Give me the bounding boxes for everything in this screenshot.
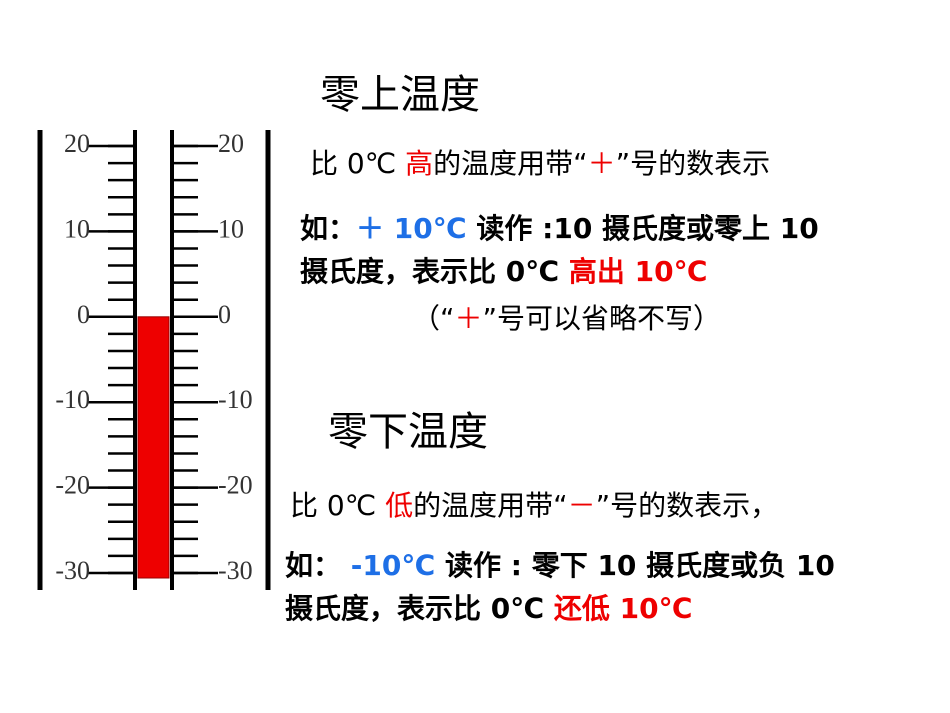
- text: 读作 :10 摄氏度或零上 10: [466, 212, 819, 245]
- text: ＋: [454, 302, 483, 335]
- text: ＋ 10℃: [356, 212, 467, 245]
- thermometer: 20 20 10 10 0 0 -10 -10 -20 -20 -30 -30: [37, 129, 271, 590]
- text: -10℃: [350, 549, 436, 582]
- tick-label: 20: [64, 129, 90, 158]
- text: 读作 : 零下 10 摄氏度或负 10: [435, 549, 835, 582]
- text-line: 摄氏度，表示比 0℃ 高出 10℃: [300, 258, 708, 286]
- text-line: 摄氏度，表示比 0℃ 还低 10℃: [285, 595, 693, 623]
- tick-label: -10: [55, 385, 90, 414]
- text: 的温度用带“: [433, 147, 588, 180]
- tick-label: -10: [218, 385, 253, 414]
- tick-label: -30: [218, 556, 253, 585]
- text: 的温度用带“: [413, 489, 568, 522]
- text: 高出 10℃: [568, 255, 708, 288]
- text: 还低 10℃: [553, 592, 693, 625]
- tick-label: -20: [55, 471, 90, 500]
- text: 比 0℃: [290, 489, 386, 522]
- text: 摄氏度，表示比 0℃: [285, 592, 554, 625]
- text: 摄氏度，表示比 0℃: [300, 255, 569, 288]
- text: 如：: [300, 212, 357, 245]
- tick-label: 10: [64, 214, 90, 243]
- tick-label: 0: [218, 300, 231, 329]
- tick-label: 10: [218, 214, 244, 243]
- text-line: 比 0℃ 低的温度用带“－”号的数表示，: [290, 492, 778, 520]
- tick-label: -30: [55, 556, 90, 585]
- text-line: 如：＋ 10℃ 读作 :10 摄氏度或零上 10: [300, 215, 819, 243]
- text: 低: [385, 489, 414, 522]
- tick-label: 0: [77, 300, 90, 329]
- text: －: [567, 489, 596, 522]
- tick-label: -20: [218, 471, 253, 500]
- text: ＋: [587, 147, 616, 180]
- mercury: [137, 316, 170, 579]
- text: ”号的数表示: [615, 147, 771, 180]
- text-line: （“＋”号可以省略不写）: [412, 305, 721, 333]
- text: 如：: [285, 549, 351, 582]
- heading: 零上温度: [320, 72, 480, 118]
- heading: 零下温度: [328, 409, 488, 455]
- text: 高: [405, 147, 434, 180]
- text: ”号可以省略不写）: [482, 302, 722, 335]
- text: ”号的数表示，: [595, 489, 779, 522]
- text-line: 比 0℃ 高的温度用带“＋”号的数表示: [310, 150, 770, 178]
- text: 比 0℃: [310, 147, 406, 180]
- text-line: 如： -10℃ 读作 : 零下 10 摄氏度或负 10: [285, 552, 835, 580]
- tick-label: 20: [218, 129, 244, 158]
- text: （“: [412, 302, 455, 335]
